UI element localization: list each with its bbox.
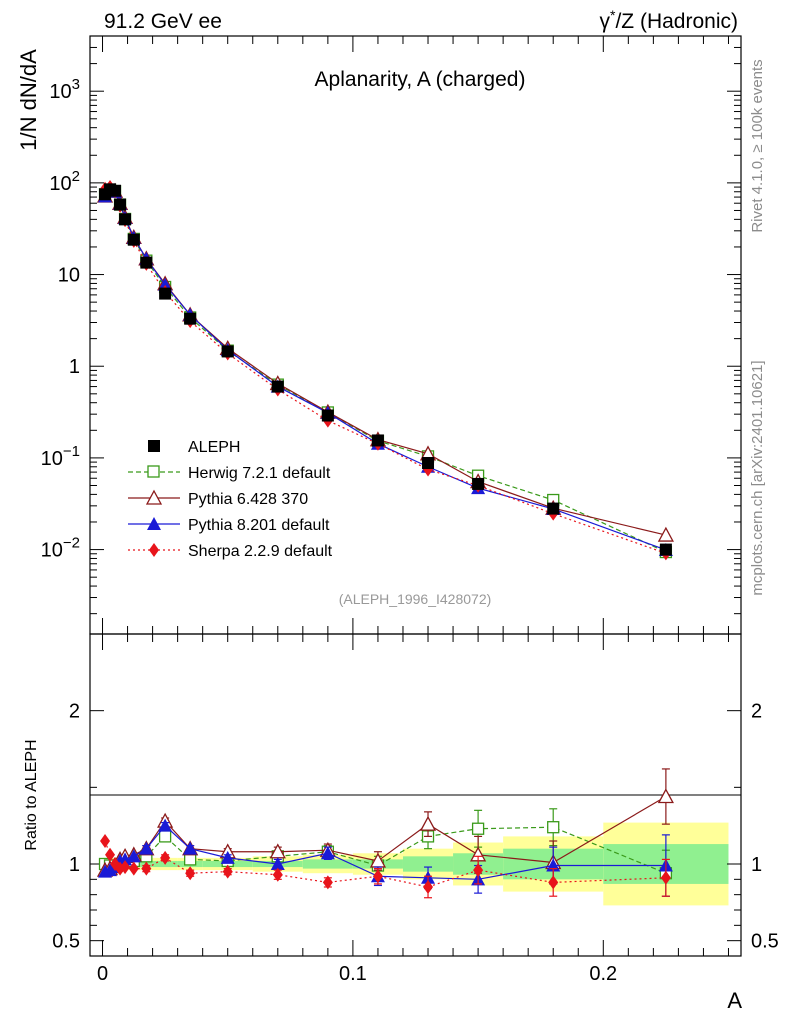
legend-entry-aleph: ALEPH [148,439,240,456]
y-tick-label-main: 10−2 [41,535,80,562]
ratio-point-2 [270,857,285,870]
band-inner [402,856,454,872]
ratio-point-3 [128,861,139,876]
y-tick-label-main: 10 [58,265,80,287]
ratio-series-layer [96,768,674,899]
y-tick-label-ratio-right: 0.5 [751,931,779,953]
legend-marker-herwig [147,465,160,478]
data-point-aleph [127,233,140,246]
data-point-aleph [109,184,122,197]
ratio-point-3 [141,861,152,876]
x-tick-label: 0.1 [339,963,367,985]
data-point-aleph [321,409,334,422]
legend-label-pythia6: Pythia 6.428 370 [188,491,308,508]
data-point-aleph [422,456,435,469]
legend-label-pythia8: Pythia 8.201 default [188,517,330,534]
ratio-point-2 [220,850,235,864]
y-tick-label-ratio-right: 2 [751,701,762,723]
data-point-aleph [140,256,153,269]
ratio-point-2 [183,841,198,855]
data-point-aleph [184,312,197,325]
y-axis-title-main: 1/N dN/dA [16,49,41,151]
ratio-point-2 [158,818,173,832]
y-tick-label-ratio: 0.5 [52,931,80,953]
legend-entry-sherpa: Sherpa 2.2.9 default [128,543,333,560]
ratio-point-1 [657,788,674,804]
ratio-panel: 0.5 0.5 1 1 2 2 Ratio to ALEPH [23,633,779,957]
band-inner [302,859,353,869]
ratio-point-3 [473,863,484,878]
mcplots-credit-label: mcplots.cern.ch [arXiv:2401.10621] [749,360,766,595]
legend-label-aleph: ALEPH [188,439,240,456]
y-tick-label-main: 1 [69,356,80,378]
header-process-label: γ*/Z (Hadronic) [600,7,738,33]
data-point-aleph [472,477,485,490]
ratio-point-0 [547,821,560,834]
legend-marker-pythia8 [147,517,161,530]
legend-marker-sherpa [149,543,159,557]
x-tick-label: 0 [97,963,108,985]
legend-label-herwig: Herwig 7.2.1 default [188,465,331,482]
y-tick-label-main: 103 [49,76,80,103]
data-point-aleph [119,213,132,226]
x-axis-title: A [727,988,742,1013]
legend-marker-pythia6 [145,489,163,505]
chart-title: Aplanarity, A (charged) [315,68,526,91]
ratio-point-2 [320,846,335,860]
ratio-point-0 [471,822,485,835]
x-tick-label: 0.2 [589,963,617,985]
data-point-aleph [221,345,234,358]
x-axis-ticks: 0 0.1 0.2 [97,36,729,985]
data-point-aleph [114,198,127,211]
ratio-point-0 [184,853,197,866]
data-point-aleph [159,287,172,300]
main-series-line-1 [104,189,667,536]
legend-entry-pythia8: Pythia 8.201 default [128,517,330,534]
ratio-point-3 [100,834,111,848]
main-axis-ticks: 10−2 10−1 1 10 102 103 [41,35,741,615]
ratio-point-2 [139,841,154,855]
main-point-2 [158,277,173,291]
main-series-layer [96,180,674,561]
rivet-version-label: Rivet 4.1.0, ≥ 100k events [749,59,766,232]
ratio-point-2 [126,849,141,863]
ratio-point-3 [372,869,383,884]
y-axis-title-ratio: Ratio to ALEPH [23,739,40,850]
ratio-point-3 [322,875,333,890]
legend-label-sherpa: Sherpa 2.2.9 default [188,543,333,560]
ratio-point-3 [222,864,233,879]
ratio-point-3 [423,880,434,894]
ratio-frame [89,633,742,957]
ratio-point-3 [272,867,283,882]
ratio-point-3 [185,866,196,881]
reference-label: (ALEPH_1996_I428072) [339,591,492,607]
legend-entry-pythia6: Pythia 6.428 370 [128,489,308,508]
y-tick-label-ratio-right: 1 [751,854,762,876]
y-tick-label-main: 102 [49,168,80,195]
ratio-point-3 [660,870,671,885]
ratio-point-0 [158,830,172,843]
y-tick-label-ratio: 2 [69,701,80,723]
ratio-point-3 [105,847,116,862]
legend: ALEPH Herwig 7.2.1 default Pythia 6.428 … [128,439,333,560]
data-point-aleph [371,434,384,447]
legend-marker-aleph [148,440,160,452]
data-point-aleph [547,502,560,515]
header-energy-label: 91.2 GeV ee [104,10,222,33]
legend-entry-herwig: Herwig 7.2.1 default [128,465,331,482]
main-point-1 [657,526,674,542]
ratio-axis-ticks: 0.5 0.5 1 1 2 2 [52,633,779,953]
ratio-point-3 [548,875,559,890]
ratio-point-1 [419,815,437,831]
main-panel: 10−2 10−1 1 10 102 103 Aplanarity, A (charged… [16,35,742,635]
y-tick-label-main: 10−1 [41,443,80,470]
data-point-aleph [271,380,284,393]
ratio-uncertainty-bands [102,822,729,906]
data-point-aleph [659,543,672,556]
y-tick-label-ratio: 1 [69,854,80,876]
ratio-point-3 [160,850,171,865]
ratio-point-3 [120,860,131,875]
